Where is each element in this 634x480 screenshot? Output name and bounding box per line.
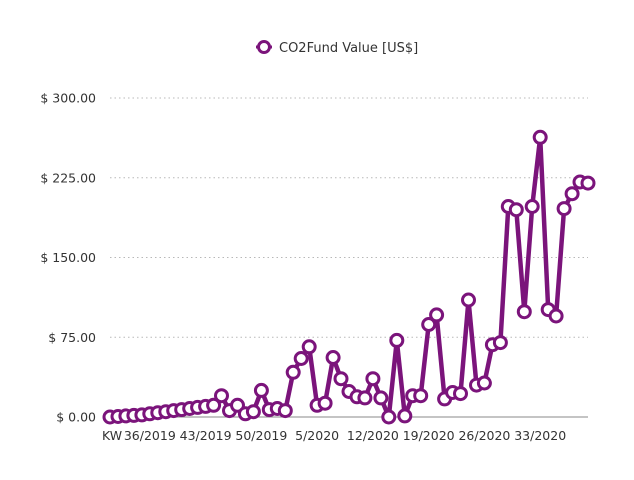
series-line (107, 135, 591, 420)
data-point[interactable] (301, 339, 317, 355)
data-point[interactable] (317, 395, 333, 411)
data-point[interactable] (245, 404, 261, 420)
y-tick-label: $ 150.00 (40, 250, 96, 265)
data-point[interactable] (325, 350, 341, 365)
data-point[interactable] (206, 397, 222, 413)
data-point[interactable] (564, 186, 580, 202)
gridlines (110, 97, 588, 418)
data-point[interactable] (492, 335, 508, 351)
x-tick-label: 43/2019 (180, 428, 232, 443)
data-point[interactable] (580, 175, 596, 191)
data-point[interactable] (285, 364, 301, 380)
data-point[interactable] (556, 201, 572, 217)
data-point[interactable] (253, 382, 269, 398)
legend[interactable]: CO2Fund Value [US$] (256, 40, 418, 56)
data-point[interactable] (413, 388, 429, 404)
data-point[interactable] (277, 403, 293, 419)
data-point[interactable] (453, 386, 468, 402)
data-point[interactable] (389, 332, 405, 348)
data-point[interactable] (333, 371, 349, 387)
y-tick-label: $ 0.00 (56, 410, 96, 425)
x-tick-label: 50/2019 (235, 428, 287, 443)
data-point[interactable] (476, 375, 492, 391)
series-co2fund-value (102, 129, 596, 425)
data-point[interactable] (532, 129, 548, 145)
data-point[interactable] (548, 308, 564, 324)
y-tick-label: $ 225.00 (40, 170, 96, 185)
data-point[interactable] (421, 317, 437, 332)
data-point[interactable] (508, 202, 524, 218)
data-point[interactable] (461, 292, 476, 308)
data-point[interactable] (293, 351, 309, 366)
x-tick-label: 19/2020 (403, 428, 455, 443)
data-point[interactable] (381, 409, 397, 425)
data-point[interactable] (357, 390, 373, 406)
y-tick-label: $ 75.00 (48, 330, 96, 345)
data-point[interactable] (397, 408, 413, 424)
y-axis: $ 0.00 $ 75.00 $ 150.00 $ 225.00 $ 300.00 (40, 91, 96, 425)
legend-marker (257, 40, 271, 54)
x-tick-label: 36/2019 (124, 428, 176, 443)
data-point[interactable] (214, 388, 229, 404)
x-tick-label: 33/2020 (514, 428, 566, 443)
x-tick-label: 26/2020 (458, 428, 510, 443)
data-point[interactable] (516, 304, 532, 320)
x-tick-label: 5/2020 (295, 428, 339, 443)
y-tick-label: $ 300.00 (40, 91, 96, 106)
x-tick-label: 12/2020 (347, 428, 399, 443)
data-point[interactable] (365, 371, 381, 387)
data-point[interactable] (373, 390, 389, 406)
x-axis: KW 36/2019 43/2019 50/2019 5/2020 12/2020 19/2… (102, 428, 566, 443)
data-point[interactable] (524, 199, 540, 214)
x-tick-label: KW (102, 428, 122, 443)
data-point[interactable] (429, 307, 445, 323)
legend-label: CO2Fund Value [US$] (279, 41, 418, 56)
